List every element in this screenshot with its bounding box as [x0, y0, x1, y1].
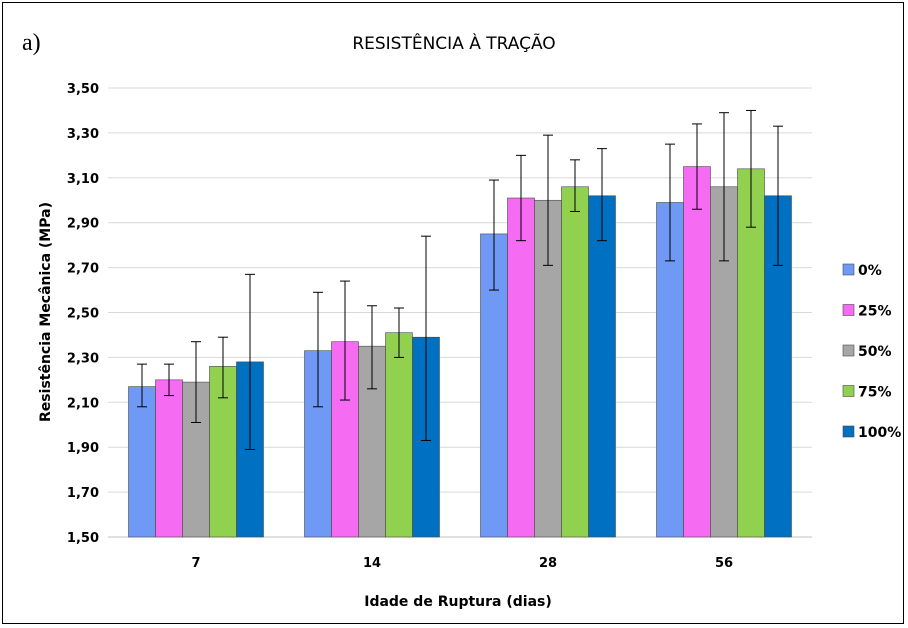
legend-swatch — [842, 425, 855, 438]
y-tick-label: 2,10 — [67, 396, 99, 411]
x-tick-label: 14 — [363, 556, 381, 571]
x-tick-label: 28 — [539, 556, 557, 571]
y-axis-title: Resistência Mecânica (MPa) — [38, 202, 54, 422]
y-tick-label: 1,90 — [67, 441, 99, 456]
y-tick-label: 3,30 — [67, 127, 99, 142]
x-tick-labels: 7 14 28 56 — [191, 556, 733, 571]
legend-label: 100% — [858, 425, 901, 441]
legend-label: 75% — [858, 385, 892, 401]
bar — [737, 168, 765, 538]
bar — [128, 386, 156, 538]
bar — [683, 166, 711, 538]
y-tick-labels: 1,50 1,70 1,90 2,10 2,30 2,50 2,70 2,90 3,10 3,30… — [67, 82, 99, 546]
legend-label: 50% — [858, 344, 892, 360]
y-tick-label: 2,90 — [67, 217, 99, 232]
bar — [561, 186, 589, 538]
bars — [128, 166, 792, 538]
legend: 0% 25% 50% 75% 100% — [842, 263, 901, 441]
legend-swatch — [842, 263, 855, 276]
y-tick-label: 2,50 — [67, 307, 99, 322]
legend-label: 0% — [858, 263, 882, 279]
legend-label: 25% — [858, 304, 892, 320]
y-tick-label: 1,70 — [67, 486, 99, 501]
x-axis-title: Idade de Ruptura (dias) — [364, 594, 552, 610]
bar — [155, 379, 183, 538]
y-tick-label: 2,30 — [67, 351, 99, 366]
y-tick-label: 3,10 — [67, 172, 99, 187]
bar — [507, 197, 535, 538]
legend-swatch — [842, 304, 855, 316]
chart-title: RESISTÊNCIA À TRAÇÃO — [352, 34, 556, 54]
legend-swatch — [842, 344, 855, 357]
y-tick-label: 1,50 — [67, 531, 99, 546]
bar — [385, 332, 413, 538]
error-bars — [137, 109, 783, 450]
x-tick-label: 7 — [191, 556, 200, 571]
y-tick-label: 2,70 — [67, 262, 99, 277]
bar — [588, 195, 616, 538]
panel-label: a) — [22, 30, 41, 56]
y-tick-label: 3,50 — [67, 82, 99, 97]
legend-swatch — [842, 385, 855, 397]
x-tick-label: 56 — [715, 556, 733, 571]
